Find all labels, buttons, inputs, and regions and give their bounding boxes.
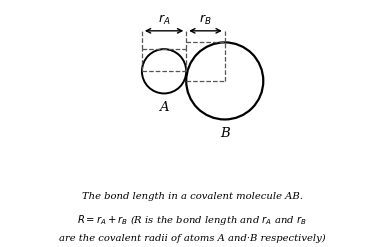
Text: $r_A$: $r_A$ xyxy=(158,13,170,27)
Text: A: A xyxy=(159,101,169,114)
Text: The bond length in a covalent molecule AB.: The bond length in a covalent molecule A… xyxy=(81,192,303,202)
Text: B: B xyxy=(220,127,230,140)
Text: $R = r_A + r_B$ (R is the bond length and $r_A$ and $r_B$: $R = r_A + r_B$ (R is the bond length an… xyxy=(77,213,307,226)
Text: $r_B$: $r_B$ xyxy=(199,13,212,27)
Text: are the covalent radii of atoms A and·B respectively): are the covalent radii of atoms A and·B … xyxy=(59,234,325,243)
